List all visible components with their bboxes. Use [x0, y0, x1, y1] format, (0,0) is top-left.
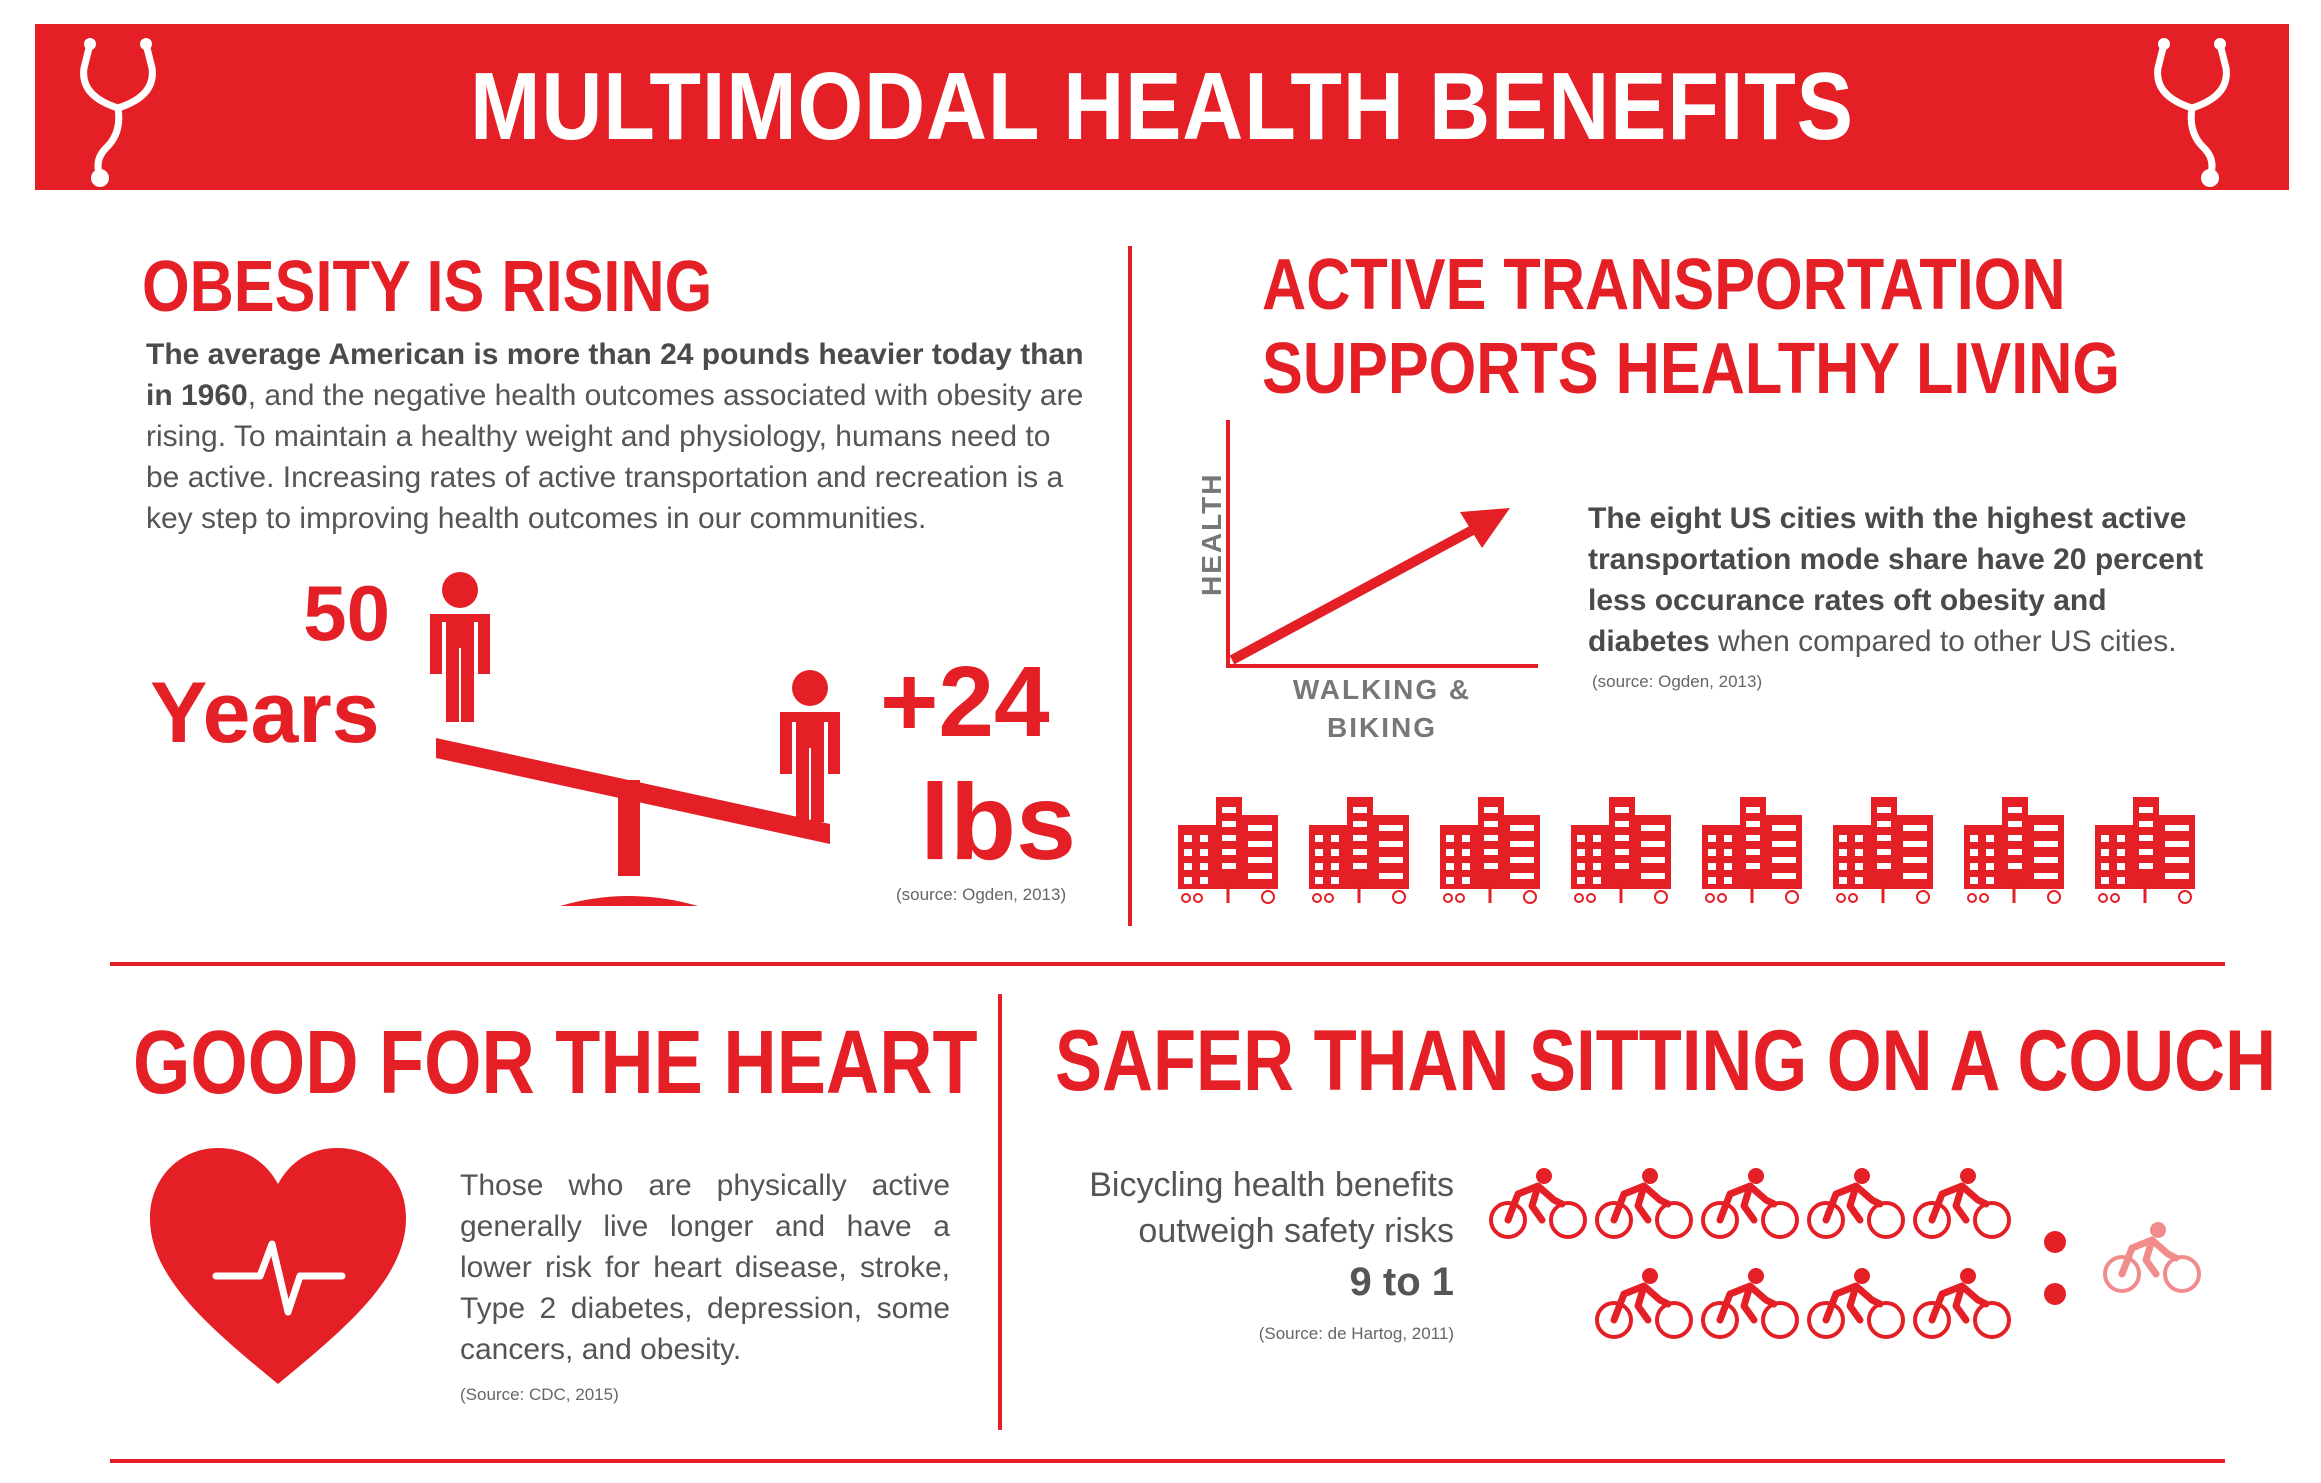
- heart-pulse-icon: [150, 1148, 406, 1384]
- cyclist-icon: [1489, 1168, 1587, 1239]
- cyclist-icon: [1595, 1268, 1693, 1339]
- city-icon: [1827, 797, 1939, 905]
- divider-vertical-top: [1128, 246, 1132, 926]
- obesity-body: The average American is more than 24 pou…: [146, 334, 1086, 539]
- seesaw-illustration: [430, 572, 840, 906]
- heart-source: (Source: CDC, 2015): [460, 1385, 619, 1404]
- cyclist-icon: [1807, 1268, 1905, 1339]
- obesity-body-bold: The average American is more than 24 pou…: [146, 338, 1084, 412]
- city-icon: [2089, 797, 2201, 905]
- active-source: (source: Ogden, 2013): [1592, 672, 1763, 691]
- active-body-rest: when compared to other US cities.: [1709, 625, 2177, 658]
- obesity-heading: OBESITY IS RISING: [142, 247, 713, 327]
- health-vs-activity-graph: [1226, 420, 1538, 668]
- heart-heading: GOOD FOR THE HEART: [133, 1013, 978, 1113]
- cyclist-icon: [1913, 1268, 2011, 1339]
- divider-vertical-bottom: [998, 994, 1002, 1430]
- active-body-bold: The eight US cities with the highest act…: [1588, 502, 2204, 658]
- divider-horizontal-bottom: [110, 1459, 2225, 1463]
- city-icon: [1172, 797, 1284, 905]
- obesity-source: (source: Ogden, 2013): [896, 885, 1067, 904]
- safer-heading: SAFER THAN SITTING ON A COUCH: [1055, 1013, 2277, 1109]
- cyclist-icon: [1701, 1168, 1799, 1239]
- safer-source: (Source: de Hartog, 2011): [990, 1324, 1454, 1344]
- obesity-body-rest: , and the negative health outcomes assoc…: [146, 379, 1084, 535]
- city-icon: [1434, 797, 1546, 905]
- weight-unit: lbs: [920, 761, 1077, 882]
- active-body: The eight US cities with the highest act…: [1588, 498, 2228, 662]
- city-icon: [1565, 797, 1677, 905]
- city-icon: [1696, 797, 1808, 905]
- y-axis-label: HEALTH: [1196, 472, 1227, 596]
- stethoscope-icon: [80, 38, 156, 187]
- divider-horizontal-middle: [110, 962, 2225, 966]
- ratio-colon-dot: [2044, 1283, 2066, 1305]
- x-axis-label-line2: BIKING: [1327, 712, 1437, 743]
- page-title: MULTIMODAL HEALTH BENEFITS: [470, 53, 1854, 160]
- stethoscope-icon: [2154, 38, 2230, 187]
- ratio-colon-dot: [2044, 1231, 2066, 1253]
- heart-body: Those who are physically active generall…: [460, 1169, 950, 1366]
- safer-line2: outweigh safety risks: [1138, 1212, 1454, 1250]
- cyclist-icon: [1807, 1168, 1905, 1239]
- city-row: [1172, 797, 2201, 905]
- safer-source-text: (Source: de Hartog, 2011): [1258, 1324, 1454, 1343]
- cyclist-icon: [2103, 1222, 2201, 1293]
- years-label: Years: [150, 665, 380, 761]
- cyclist-ratio-graphic: [1489, 1168, 2201, 1339]
- cyclist-icon: [1913, 1168, 2011, 1239]
- title-banner: MULTIMODAL HEALTH BENEFITS: [35, 24, 2289, 190]
- active-heading-line1: ACTIVE TRANSPORTATION: [1262, 245, 2066, 325]
- safer-line1: Bicycling health benefits: [1089, 1166, 1454, 1204]
- city-icon: [1303, 797, 1415, 905]
- active-heading-line2: SUPPORTS HEALTHY LIVING: [1262, 329, 2121, 409]
- years-number: 50: [303, 569, 390, 657]
- city-icon: [1958, 797, 2070, 905]
- cyclist-icon: [1595, 1168, 1693, 1239]
- cyclist-icon: [1701, 1268, 1799, 1339]
- weight-number: +24: [880, 646, 1050, 758]
- x-axis-label-line1: WALKING &: [1292, 674, 1472, 705]
- safer-ratio: 9 to 1: [1349, 1260, 1454, 1304]
